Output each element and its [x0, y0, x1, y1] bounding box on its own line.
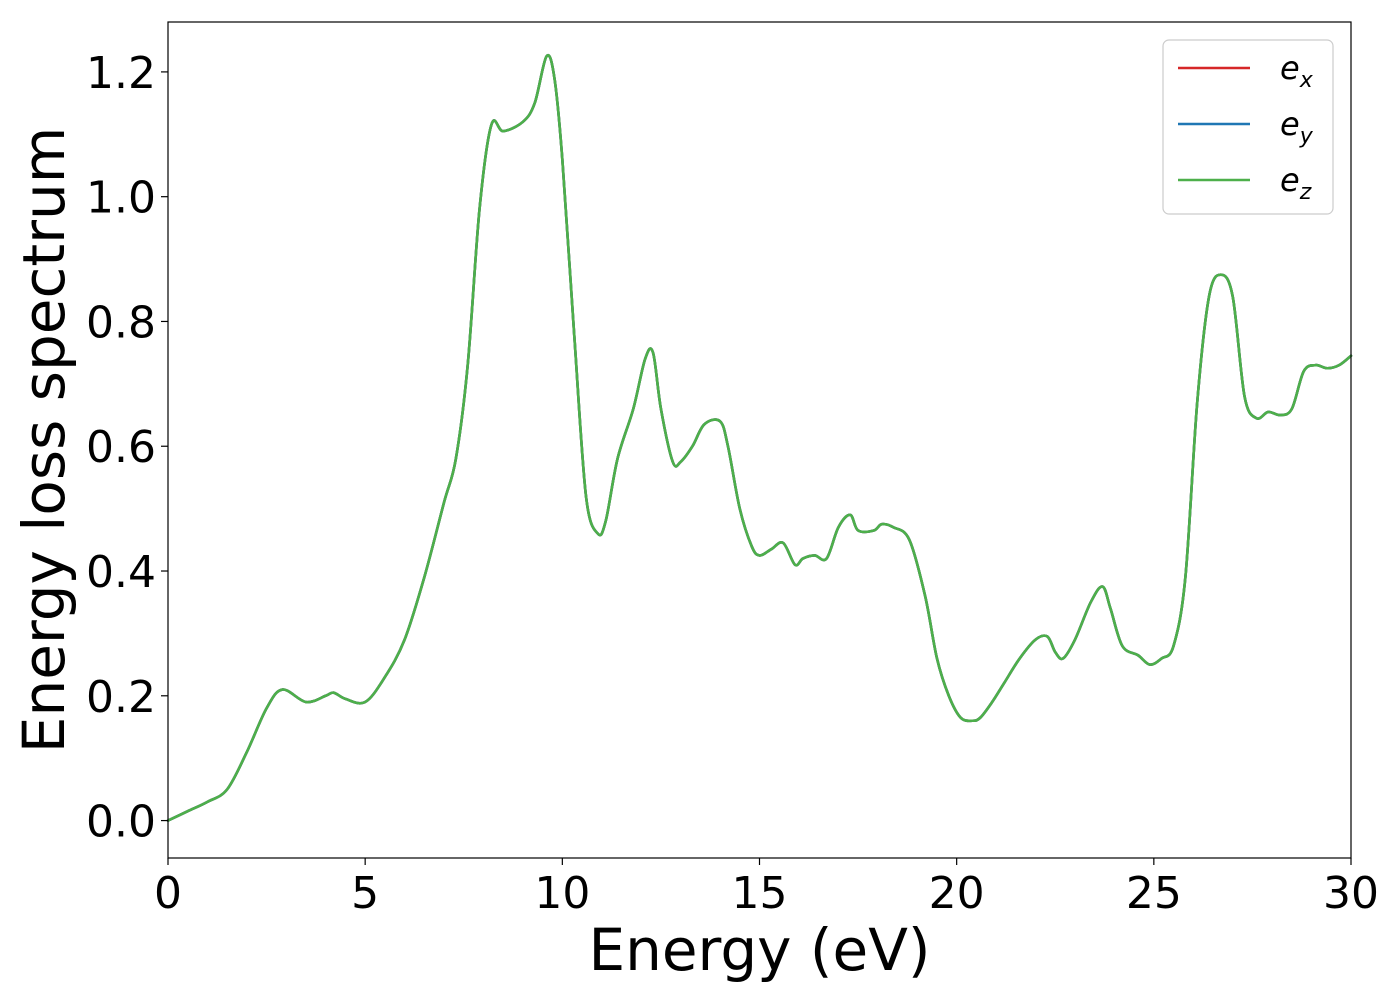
legend-label-subscript: y — [1299, 124, 1314, 149]
y-tick-label: 1.2 — [86, 48, 156, 99]
legend-label-subscript: x — [1299, 68, 1314, 93]
x-tick-label: 30 — [1323, 868, 1379, 919]
y-tick-label: 0.6 — [86, 422, 156, 473]
legend-label-base: e — [1280, 49, 1300, 87]
x-tick-label: 25 — [1126, 868, 1182, 919]
legend-label-e_x: ex — [1280, 49, 1314, 93]
y-tick-label: 0.0 — [86, 797, 156, 848]
x-tick-label: 15 — [732, 868, 788, 919]
y-tick-label: 0.4 — [86, 547, 156, 598]
x-axis-label: Energy (eV) — [588, 916, 930, 984]
y-tick-label: 0.2 — [86, 672, 156, 723]
legend-label-e_z: ez — [1280, 161, 1312, 205]
series-line-e_z — [166, 54, 1353, 822]
y-axis-label: Energy loss spectrum — [10, 127, 78, 753]
legend-label-e_y: ey — [1280, 105, 1314, 149]
plot-background — [168, 22, 1351, 858]
legend-label-subscript: z — [1299, 180, 1312, 205]
x-tick-label: 10 — [534, 868, 590, 919]
y-tick-label: 1.0 — [86, 173, 156, 224]
series-layer — [166, 54, 1353, 822]
legend-box — [1162, 39, 1334, 215]
y-tick-label: 0.8 — [86, 297, 156, 348]
y-axis-ticks: 0.0 0.2 0.4 0.6 0.8 1.0 1.2 — [86, 48, 168, 848]
x-axis-ticks: 0 5 10 15 20 25 30 — [154, 858, 1379, 919]
legend-label-base: e — [1280, 105, 1300, 143]
x-tick-label: 5 — [351, 868, 379, 919]
x-tick-label: 0 — [154, 868, 182, 919]
x-tick-label: 20 — [929, 868, 985, 919]
legend-label-base: e — [1280, 161, 1300, 199]
